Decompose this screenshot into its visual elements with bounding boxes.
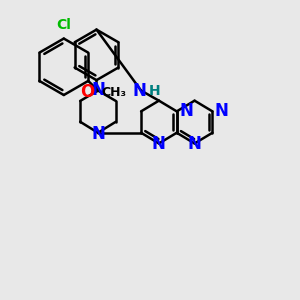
Text: H: H bbox=[148, 84, 160, 98]
Text: N: N bbox=[215, 102, 229, 120]
Text: N: N bbox=[133, 82, 146, 100]
Text: N: N bbox=[179, 102, 193, 120]
Text: O: O bbox=[80, 83, 94, 101]
Text: N: N bbox=[152, 135, 166, 153]
Text: N: N bbox=[188, 135, 202, 153]
Text: Cl: Cl bbox=[56, 18, 71, 32]
Text: N: N bbox=[91, 81, 105, 99]
Text: N: N bbox=[91, 125, 105, 143]
Text: CH₃: CH₃ bbox=[102, 85, 127, 98]
